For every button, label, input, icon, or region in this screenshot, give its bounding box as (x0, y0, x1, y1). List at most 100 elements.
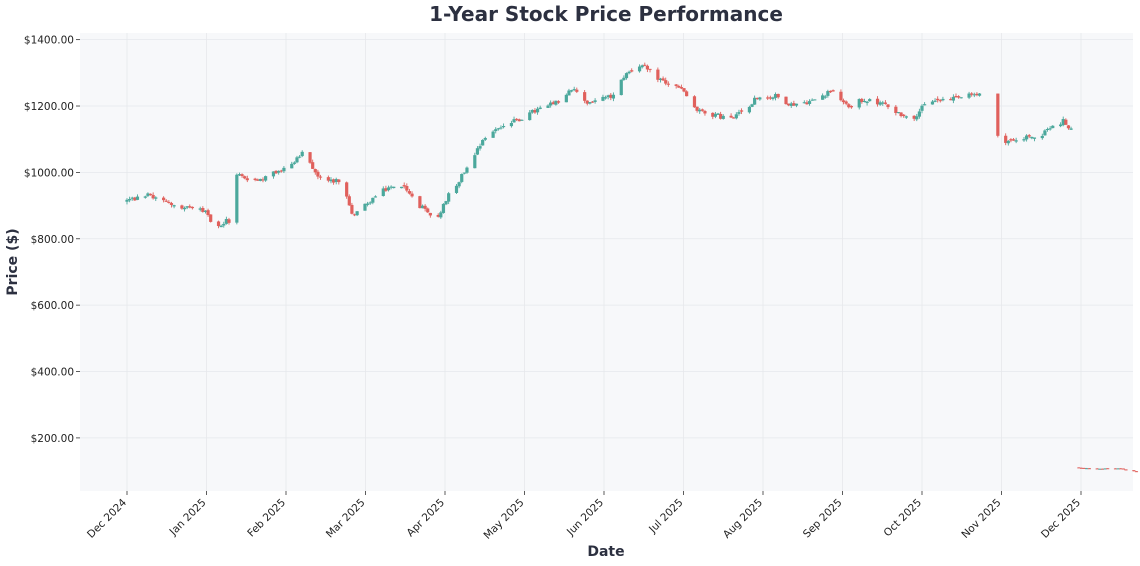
candle-body (920, 105, 924, 111)
candle-up (572, 86, 576, 92)
candle-body (1121, 468, 1125, 470)
candle-body (640, 65, 644, 68)
candle-body (569, 90, 574, 92)
candle-body (977, 93, 982, 96)
candle-body (703, 111, 707, 114)
candle-body (352, 214, 357, 216)
candle-down (347, 194, 351, 206)
candle-up (462, 172, 466, 175)
candle-body (583, 92, 587, 101)
candle-body (789, 103, 793, 106)
candle-body (802, 102, 806, 104)
candle-down (256, 178, 260, 181)
candle-up (475, 146, 480, 156)
candle-body (460, 174, 464, 182)
candle-up (1030, 136, 1034, 140)
candle-up (868, 98, 872, 102)
candle-up (588, 101, 592, 105)
candle-up (334, 177, 338, 185)
x-tick-label: Mar 2025 (324, 497, 368, 541)
candle-body (475, 148, 480, 155)
candle-down (352, 213, 357, 217)
candle-up (959, 97, 963, 99)
candle-body (700, 109, 704, 111)
x-tick-label: May 2025 (482, 497, 527, 542)
candle-body (844, 101, 848, 104)
candle-body (554, 100, 558, 105)
candle-up (1085, 467, 1089, 470)
candle-up (373, 195, 378, 198)
candle-up (622, 75, 626, 81)
candle-up (125, 198, 129, 205)
candle-body (661, 78, 665, 81)
candle-body (402, 185, 406, 187)
candle-down (590, 101, 595, 103)
candle-body (902, 114, 906, 117)
candle-down (423, 204, 427, 212)
candle-body (941, 98, 945, 101)
candle-body (318, 176, 323, 178)
candle-down (643, 62, 647, 67)
candle-body (915, 116, 919, 120)
candle-up (813, 99, 817, 101)
candle-up (1045, 127, 1050, 132)
candle-body (1043, 130, 1047, 136)
candle-down (1124, 469, 1128, 471)
candle-body (1045, 129, 1050, 131)
candle-body (551, 102, 555, 105)
candle-body (1077, 467, 1081, 469)
candle-down (700, 108, 704, 112)
candle-body (1004, 135, 1008, 143)
candle-body (371, 197, 375, 203)
grid-lines (80, 33, 1133, 491)
candle-down (766, 95, 770, 101)
candle-body (677, 86, 681, 88)
candle-up (826, 89, 830, 98)
candle-body (904, 116, 908, 118)
candle-up (698, 108, 702, 114)
candle-body (180, 205, 184, 209)
candle-down (556, 100, 561, 104)
candle-body (776, 93, 780, 98)
x-tick-label: Jun 2025 (564, 497, 606, 539)
y-tick-label: $1400.00 (24, 35, 74, 47)
candle-body (601, 96, 605, 101)
candle-body (732, 117, 736, 119)
candle-up (549, 100, 553, 108)
candle-body (146, 193, 150, 196)
candle-up (972, 92, 976, 98)
candle-body (392, 186, 396, 189)
candle-up (172, 204, 176, 209)
candle-down (1113, 468, 1118, 470)
candle-body (130, 197, 134, 199)
candle-up (624, 72, 629, 80)
candle-body (886, 104, 890, 108)
candle-body (682, 88, 686, 92)
candle-body (350, 204, 354, 214)
candle-body (739, 110, 744, 112)
candle-up (619, 79, 623, 96)
candle-up (282, 166, 286, 174)
candle-up (1059, 122, 1063, 128)
candle-down (677, 84, 681, 88)
candle-down (201, 206, 205, 213)
candle-down (418, 195, 422, 209)
candle-body (883, 102, 887, 104)
candle-body (528, 112, 532, 121)
candle-body (1025, 135, 1029, 140)
candle-up (355, 211, 359, 217)
candle-body (1032, 137, 1037, 139)
candle-up (904, 115, 908, 119)
candle-body (753, 97, 757, 105)
candle-up (1022, 137, 1026, 142)
candle-up (222, 221, 226, 228)
candle-body (125, 199, 129, 202)
x-tick-label: Jul 2025 (646, 497, 685, 536)
candle-body (258, 178, 262, 181)
candle-body (337, 179, 341, 183)
candle-up (721, 114, 725, 120)
candle-body (1048, 128, 1052, 130)
candle-body (501, 126, 506, 128)
candle-up (917, 108, 921, 119)
candle-down (1132, 470, 1136, 472)
